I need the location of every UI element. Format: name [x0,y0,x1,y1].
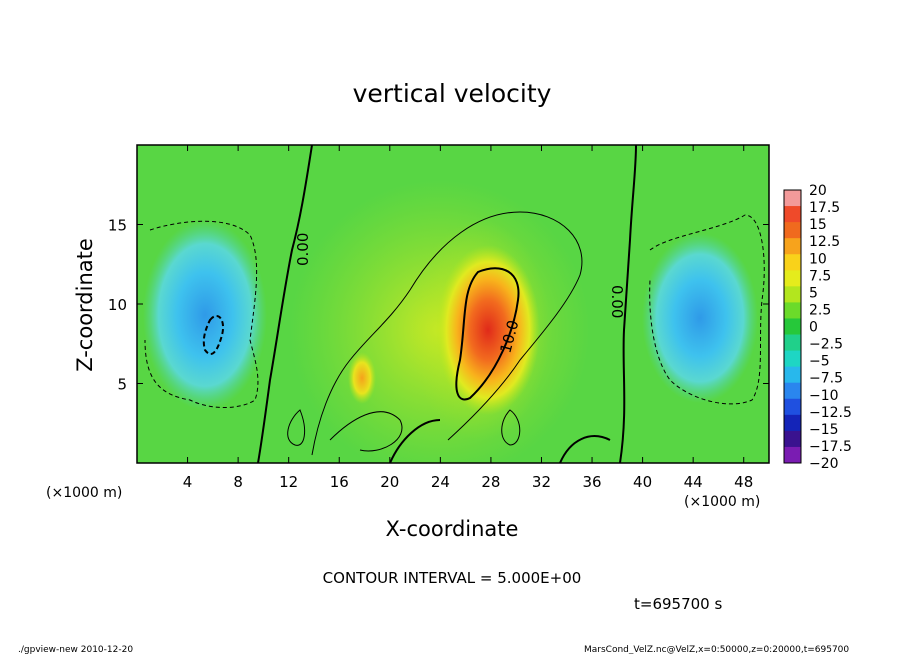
colorbar-segment [784,334,801,351]
colorbar-segment [784,350,801,368]
contour-interval-text: CONTOUR INTERVAL = 5.000E+00 [323,569,582,587]
y-axis: 5 10 15 [108,217,769,394]
colorbar-segment [784,382,801,400]
colorbar-label: 7.5 [809,268,831,284]
x-tick-label: 20 [380,473,399,491]
footer-left: ./gpview-new 2010-12-20 [18,645,133,654]
x-tick-label: 4 [183,473,193,491]
colorbar-segment [784,238,801,255]
colorbar-label: −20 [809,456,839,472]
x-axis: 4 8 12 16 20 24 28 32 36 40 44 48 [183,145,753,491]
colorbar-label: −5 [809,354,830,370]
y-tick-label: 10 [108,296,127,314]
x-tick-label: 48 [734,473,753,491]
colorbar-label: 2.5 [809,302,831,318]
colorbar-segment [784,318,801,335]
colorbar-label: 15 [809,217,827,233]
x-tick-label: 36 [582,473,601,491]
colorbar-label: −12.5 [809,405,852,421]
colorbar-label: −2.5 [809,337,843,353]
colorbar-label: −17.5 [809,439,852,455]
contour-label: 0.00 [608,285,626,318]
x-tick-label: 24 [431,473,450,491]
colorbar-label: 20 [809,183,827,199]
x-tick-label: 32 [532,473,551,491]
colorbar-frame [783,189,802,464]
x-axis-label: X-coordinate [386,517,519,541]
y-tick-label: 5 [117,376,127,394]
colorbar-segment [784,430,801,448]
heatmap-field [137,145,769,463]
y-tick-label: 15 [108,217,127,235]
x-unit-left: (×1000 m) [46,485,122,501]
colorbar-label: 17.5 [809,200,840,216]
contour-label: 0.00 [294,233,312,266]
x-tick-label: 8 [233,473,243,491]
colorbar-segment [784,206,801,223]
chart-title: vertical velocity [353,79,552,108]
x-tick-label: 28 [481,473,500,491]
colorbar-segment [784,398,801,416]
contour-lines [144,145,765,463]
colorbar-label: −15 [809,422,839,438]
colorbar-segment [784,414,801,432]
colorbar-label: −10 [809,388,839,404]
colorbar-segment [784,270,801,287]
y-axis-label: Z-coordinate [73,238,97,372]
x-tick-label: 16 [330,473,349,491]
x-tick-label: 44 [684,473,703,491]
x-unit-right: (×1000 m) [684,494,760,510]
colorbar-label: 5 [809,285,818,301]
colorbar-label: 0 [809,320,818,336]
colorbar-label: 10 [809,251,827,267]
footer-right: MarsCond_VelZ.nc@VelZ,x=0:50000,z=0:2000… [584,645,849,654]
colorbar-segment [784,222,801,239]
colorbar-label: −7.5 [809,371,843,387]
colorbar-segment [784,366,801,384]
colorbar-segment [784,190,801,207]
time-text: t=695700 s [634,595,722,613]
x-tick-label: 40 [633,473,652,491]
colorbar-segment [784,254,801,271]
x-tick-label: 12 [279,473,298,491]
colorbar-segment [784,446,801,464]
colorbar-label: 12.5 [809,234,840,250]
colorbar-segment [784,302,801,319]
colorbar-segment [784,286,801,303]
